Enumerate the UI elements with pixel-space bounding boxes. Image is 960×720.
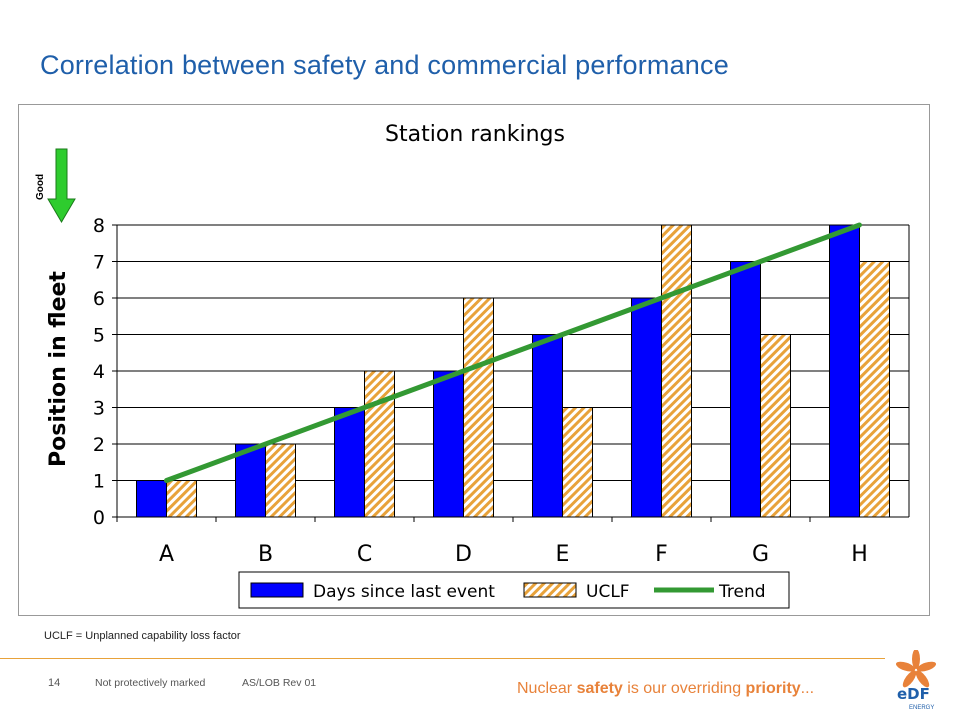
y-tick-label: 1: [93, 471, 105, 493]
tagline-mid: is our overriding: [622, 680, 746, 697]
chart-legend: Days since last event UCLF Trend: [238, 571, 790, 609]
legend-swatch-uclf: [523, 582, 577, 598]
good-arrow-icon: [47, 148, 76, 223]
y-tick-label: 7: [93, 252, 105, 274]
x-tick-label: D: [455, 542, 472, 567]
x-tick-label: F: [655, 542, 668, 567]
bar-days-since-last-event: [829, 224, 860, 518]
y-axis-label: Position in fleet: [46, 271, 71, 467]
y-tick-label: 5: [93, 325, 105, 347]
bar-uclf: [463, 297, 494, 518]
x-tick-label: G: [752, 542, 769, 567]
tagline-post: ...: [800, 680, 815, 697]
slide-title: Correlation between safety and commercia…: [40, 50, 729, 80]
y-tick-label: 8: [93, 215, 105, 237]
tagline: Nuclear safety is our overriding priorit…: [517, 680, 814, 698]
footer-divider: [0, 658, 885, 659]
bar-uclf: [760, 334, 791, 518]
x-tick-label: C: [357, 542, 372, 567]
bar-days-since-last-event: [235, 443, 266, 518]
bar-days-since-last-event: [631, 297, 662, 518]
y-tick-label: 4: [93, 361, 105, 383]
legend-label-uclf: UCLF: [586, 582, 630, 602]
chart-frame: Station rankings Position in fleet Good …: [18, 104, 930, 616]
chart-title: Station rankings: [385, 122, 565, 147]
legend-label-trend: Trend: [718, 582, 766, 602]
logo-subtext: ENERGY: [909, 705, 934, 711]
y-tick-label: 3: [93, 398, 105, 420]
bar-days-since-last-event: [730, 261, 761, 518]
tagline-priority: priority: [745, 680, 801, 697]
footnote: UCLF = Unplanned capability loss factor: [44, 630, 241, 642]
x-tick-label: E: [556, 542, 570, 567]
x-tick-label: A: [159, 542, 174, 567]
bar-days-since-last-event: [532, 334, 563, 518]
edf-energy-logo: eDF ENERGY: [896, 650, 937, 711]
good-indicator: Good: [35, 148, 76, 223]
x-tick-label: B: [258, 542, 273, 567]
bar-uclf: [265, 443, 296, 518]
bar-uclf: [166, 480, 197, 518]
protective-marking: Not protectively marked: [95, 677, 206, 689]
logo-text: eDF: [897, 685, 930, 703]
bar-uclf: [562, 407, 593, 518]
y-tick-label: 2: [93, 434, 105, 456]
tagline-pre: Nuclear: [517, 680, 577, 697]
bar-uclf: [364, 370, 395, 518]
plot-area: 0 1 2 3 4 5 6 7 8 A B C D E F G H: [93, 215, 910, 567]
bar-days-since-last-event: [136, 480, 167, 518]
tagline-safety: safety: [576, 680, 623, 697]
page-number: 14: [48, 677, 61, 689]
bar-uclf: [661, 224, 692, 518]
station-rankings-chart: Station rankings Position in fleet Good …: [35, 122, 910, 609]
x-tick-label: H: [851, 542, 868, 567]
legend-label-days: Days since last event: [313, 582, 495, 602]
bar-uclf: [859, 261, 890, 518]
trend-line: [164, 222, 862, 483]
bar-days-since-last-event: [433, 370, 464, 518]
y-tick-label: 6: [93, 288, 105, 310]
bar-days-since-last-event: [334, 407, 365, 518]
y-tick-label: 0: [93, 507, 105, 529]
document-reference: AS/LOB Rev 01: [242, 677, 317, 689]
good-label: Good: [35, 174, 46, 200]
legend-swatch-days: [250, 582, 304, 598]
